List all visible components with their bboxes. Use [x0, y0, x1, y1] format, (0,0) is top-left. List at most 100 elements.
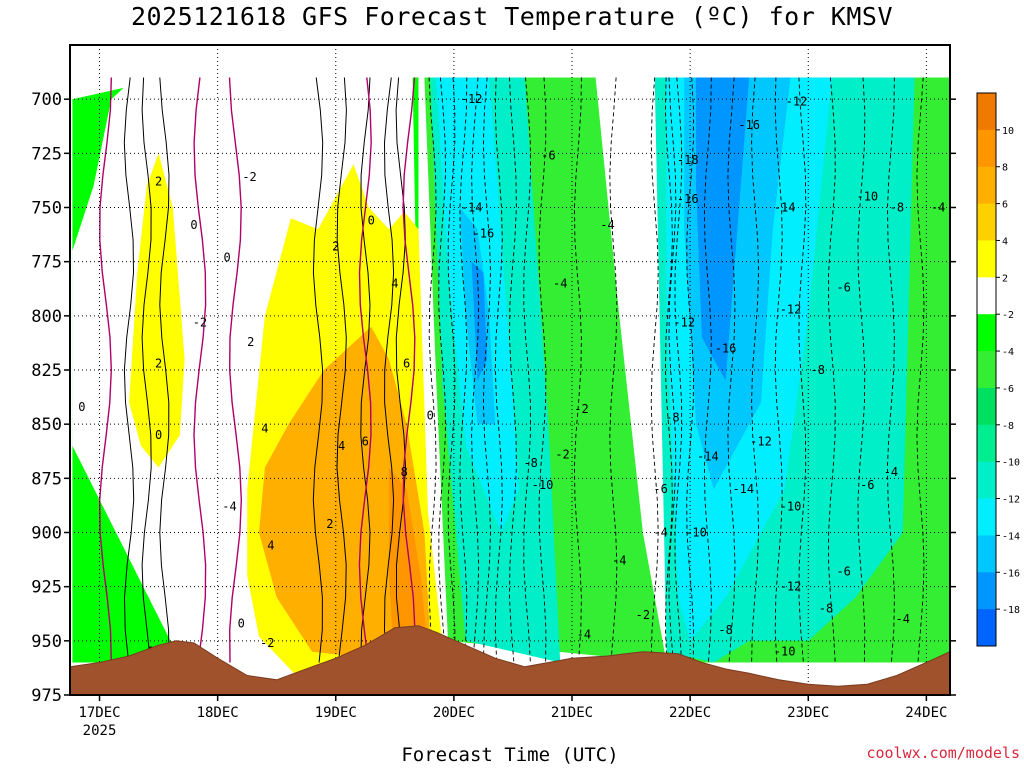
- contour-line: [336, 77, 347, 663]
- colorbar-label: 6: [1002, 200, 1008, 211]
- contour-line: [383, 77, 395, 663]
- contour-label: -12: [673, 315, 695, 329]
- contour-label: -4: [884, 465, 898, 479]
- x-tick-label: 24DEC: [905, 705, 947, 721]
- contour-label: -8: [718, 623, 732, 637]
- contour-line: [141, 77, 152, 663]
- contour-label: -12: [780, 580, 802, 594]
- x-axis-title: Forecast Time (UTC): [401, 744, 619, 766]
- zero-contour-line: [193, 77, 207, 663]
- contour-label: -8: [890, 201, 904, 215]
- contour-label: 2: [155, 175, 162, 189]
- contour-label: 0: [427, 409, 434, 423]
- colorbar-bin: [977, 498, 996, 536]
- contour-label: -4: [896, 612, 910, 626]
- contour-label: -4: [653, 526, 667, 540]
- contour-label: 0: [368, 214, 375, 228]
- plot-area: 2 0 0 -2 2 0 0 -6 -4 2 4 4 0 -2 -4 -2 2 0 4 6 4 6 8 2 0 -12 -14 -16…: [70, 1, 950, 695]
- contour-label: -4: [222, 1, 236, 15]
- x-tick-label: 18DEC: [197, 705, 239, 721]
- region-yellow-a: [129, 153, 185, 468]
- colorbar-bin: [977, 461, 996, 500]
- colorbar-bin: [977, 535, 996, 573]
- contour-label: -6: [836, 281, 850, 295]
- y-tick-label: 775: [31, 253, 62, 273]
- colorbar-label: -12: [1002, 495, 1020, 506]
- contour-label: -2: [574, 402, 588, 416]
- x-tick-label: 17DEC: [78, 705, 120, 721]
- y-tick-label: 725: [31, 144, 62, 164]
- contour-label: -2: [636, 608, 650, 622]
- colorbar: 10 8 6 4 2 -2 -4 -6 -8 -10 -12 -14 -16 -18: [976, 92, 1020, 647]
- contour-label: -2: [555, 448, 569, 462]
- colorbar-label: -4: [1002, 347, 1014, 358]
- y-tick-label: 925: [31, 578, 62, 598]
- contour-label: -2: [193, 315, 207, 329]
- x-tick-label: 22DEC: [669, 705, 711, 721]
- x-year-label: 2025: [83, 723, 117, 739]
- contour-line: [395, 77, 407, 663]
- colorbar-label: 8: [1002, 163, 1008, 174]
- y-tick-label: 975: [31, 686, 62, 706]
- contour-label: 2: [155, 357, 162, 371]
- colorbar-bin: [977, 572, 996, 610]
- contour-label: -12: [786, 94, 808, 108]
- chart-title: 2025121618 GFS Forecast Temperature (ºC)…: [130, 2, 893, 31]
- zero-contour-line: [98, 77, 113, 663]
- contour-label: -4: [577, 627, 591, 641]
- colorbar-bin: [977, 203, 996, 241]
- contour-label: -14: [461, 201, 483, 215]
- colorbar-label: -8: [1002, 421, 1014, 432]
- colorbar-bin: [977, 387, 996, 426]
- contour-label: -16: [715, 341, 737, 355]
- colorbar-bin: [977, 277, 996, 315]
- y-tick-label: 800: [31, 307, 62, 327]
- contour-label: -4: [600, 218, 614, 232]
- colorbar-label: -18: [1002, 605, 1020, 616]
- colorbar-bin: [977, 129, 996, 168]
- contour-label: 4: [261, 422, 268, 436]
- y-tick-label: 875: [31, 469, 62, 489]
- contour-label: 2: [326, 517, 333, 531]
- contour-label: -10: [856, 190, 878, 204]
- y-tick-label: 950: [31, 632, 62, 652]
- colorbar-label: 10: [1002, 126, 1014, 137]
- colorbar-bin: [977, 609, 996, 647]
- contour-label: 4: [267, 539, 274, 553]
- colorbar-bin: [977, 240, 996, 278]
- contour-label: -8: [819, 601, 833, 615]
- x-tick-label: 23DEC: [787, 705, 829, 721]
- axes: 70072575077580082585087590092595097517DE…: [31, 90, 956, 739]
- contour-label: -16: [738, 118, 760, 132]
- region-east-deep-blue: [696, 77, 750, 381]
- contour-label: -10: [532, 478, 554, 492]
- y-tick-label: 900: [31, 524, 62, 544]
- y-tick-label: 850: [31, 415, 62, 435]
- contour-label: -2: [242, 170, 256, 184]
- x-tick-label: 20DEC: [433, 705, 475, 721]
- contour-label: -4: [222, 500, 236, 514]
- colorbar-label: -16: [1002, 568, 1020, 579]
- contour-label: -8: [665, 411, 679, 425]
- contour-label: 2: [332, 240, 339, 254]
- contour-label: -6: [860, 478, 874, 492]
- contour-line: [159, 77, 170, 663]
- contour-label: 0: [155, 428, 162, 442]
- contour-label: -4: [612, 554, 626, 568]
- colorbar-frame: [976, 92, 997, 647]
- contour-label: 4: [338, 439, 345, 453]
- contour-label: -14: [774, 201, 796, 215]
- contour-label: -14: [732, 482, 754, 496]
- contour-label: -10: [774, 645, 796, 659]
- contour-label: 0: [78, 400, 85, 414]
- contour-label: 0: [223, 250, 230, 264]
- colorbar-label: 2: [1002, 273, 1008, 284]
- contour-label: -4: [553, 276, 567, 290]
- contour-label: -10: [780, 500, 802, 514]
- contour-label: 2: [247, 335, 254, 349]
- colorbar-label: -10: [1002, 458, 1020, 469]
- contour-label: -10: [685, 526, 707, 540]
- colorbar-label: 4: [1002, 236, 1008, 247]
- contour-label: -12: [780, 302, 802, 316]
